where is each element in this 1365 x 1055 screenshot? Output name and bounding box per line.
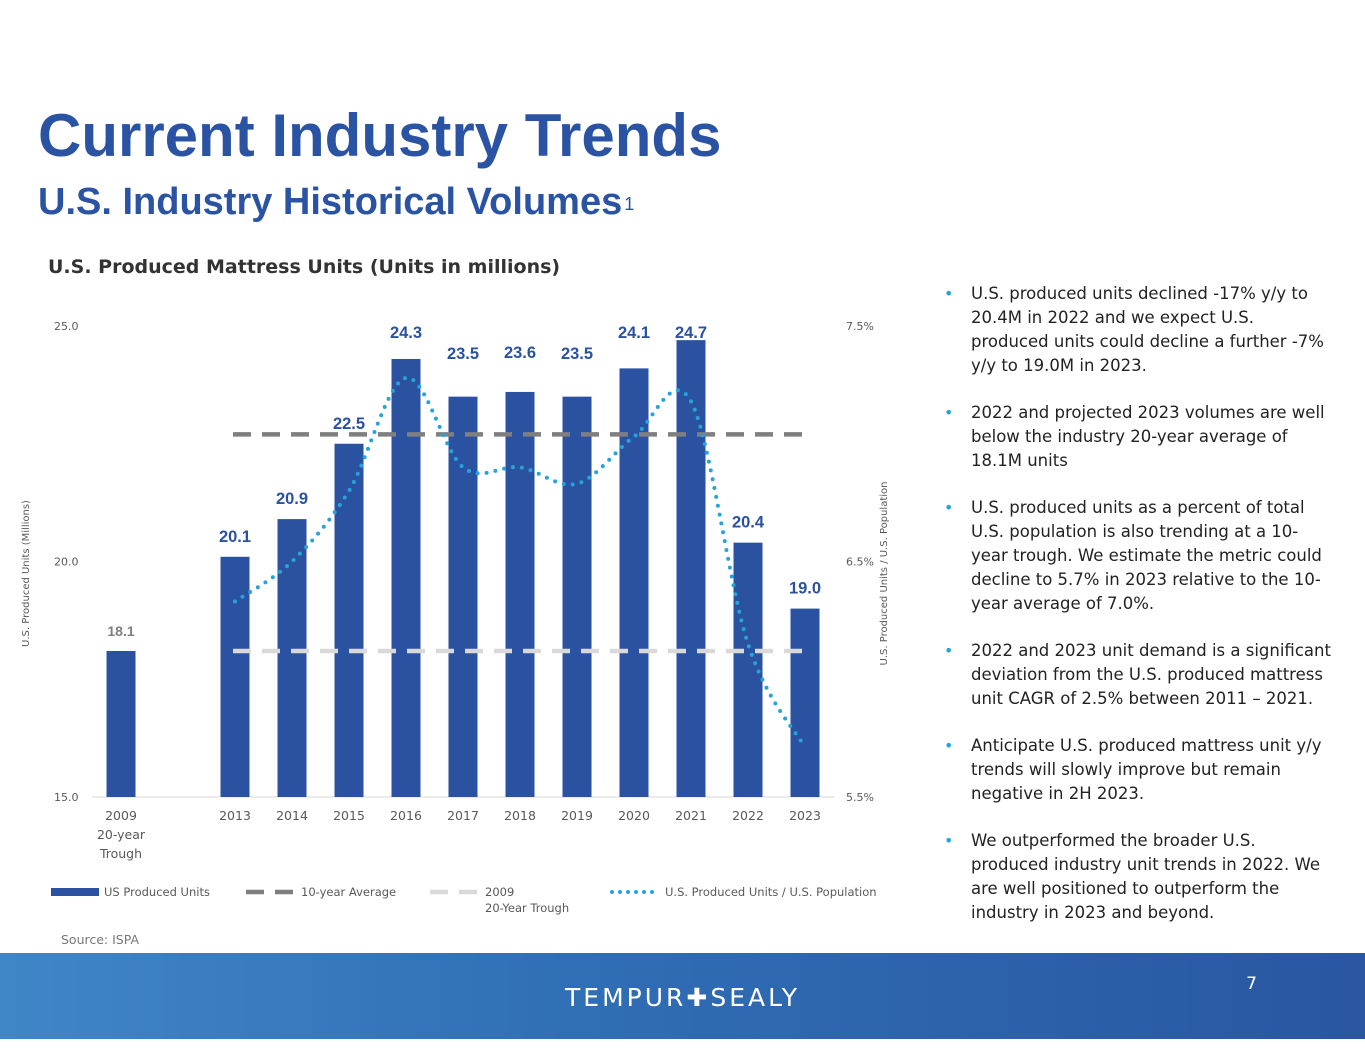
y-tick-label: 15.0	[54, 791, 79, 804]
page-title: Current Industry Trends	[38, 102, 722, 169]
commentary-text: U.S. produced units declined -17% y/y to…	[971, 284, 1324, 375]
bullet-icon: •	[944, 641, 954, 660]
y2-axis-title: U.S. Produced Units / U.S. Population	[879, 482, 890, 666]
bar	[391, 358, 421, 797]
bar	[562, 396, 592, 797]
commentary-item: • We outperformed the broader U.S. produc…	[944, 829, 1334, 925]
data-label: 24.7	[675, 324, 707, 342]
bar	[790, 608, 820, 797]
x-tick-sublabel: 20-year	[97, 827, 146, 842]
x-tick-label: 2009	[105, 808, 137, 823]
bullet-icon: •	[944, 498, 954, 517]
legend-swatch-bars	[51, 888, 99, 896]
x-tick-label: 2020	[618, 808, 650, 823]
commentary-text: Anticipate U.S. produced mattress unit y…	[971, 736, 1322, 803]
bar	[505, 391, 535, 797]
bullet-icon: •	[944, 831, 954, 850]
page-subtitle: U.S. Industry Historical Volumes 1	[38, 176, 634, 228]
y2-tick-label: 5.5%	[846, 791, 874, 804]
x-tick-label: 2015	[333, 808, 365, 823]
legend-label: 20-Year Trough	[485, 901, 569, 915]
data-label: 24.1	[618, 324, 650, 342]
bar	[676, 340, 706, 797]
data-label: 22.5	[333, 415, 365, 433]
commentary-list: • U.S. produced units declined -17% y/y t…	[944, 282, 1334, 948]
industry-volumes-chart: 25.0 20.0 15.0 7.5% 6.5% 5.5% U.S. Produced Un…	[21, 320, 890, 915]
commentary-item: • 2022 and projected 2023 volumes are wel…	[944, 401, 1334, 473]
bar	[277, 519, 307, 797]
x-tick-label: 2022	[732, 808, 764, 823]
bullet-icon: •	[944, 284, 954, 303]
data-label: 20.9	[276, 490, 308, 508]
population-ratio-line	[233, 375, 807, 750]
legend-label: US Produced Units	[104, 885, 210, 899]
commentary-item: • 2022 and 2023 unit demand is a signific…	[944, 639, 1334, 711]
bar	[448, 396, 478, 797]
commentary-item: • Anticipate U.S. produced mattress unit …	[944, 734, 1334, 806]
bullet-icon: •	[944, 403, 954, 422]
y-tick-label: 25.0	[54, 320, 79, 333]
y2-tick-label: 7.5%	[846, 320, 874, 333]
x-tick-label: 2013	[219, 808, 251, 823]
commentary-text: U.S. produced units as a percent of tota…	[971, 498, 1322, 613]
x-tick-label: 2018	[504, 808, 536, 823]
y2-tick-label: 6.5%	[846, 556, 874, 569]
data-label: 20.4	[732, 514, 765, 532]
bar	[733, 542, 763, 797]
bullet-icon: •	[944, 736, 954, 755]
subtitle-text: U.S. Industry Historical Volumes	[38, 181, 623, 223]
footer-bar: TEMPUR✚SEALY 7	[0, 953, 1365, 1039]
data-label: 20.1	[219, 528, 251, 546]
footnote-marker: 1	[624, 194, 635, 214]
x-tick-label: 2021	[675, 808, 707, 823]
x-tick-label: 2017	[447, 808, 479, 823]
data-label: 24.3	[390, 324, 422, 342]
data-label: 23.6	[504, 344, 536, 362]
commentary-item: • U.S. produced units declined -17% y/y t…	[944, 282, 1334, 378]
x-tick-label: 2019	[561, 808, 593, 823]
x-tick-label: 2014	[276, 808, 308, 823]
x-tick-label: 2023	[789, 808, 821, 823]
x-tick-label: 2016	[390, 808, 422, 823]
source-note: Source: ISPA	[61, 932, 140, 947]
chart-title: U.S. Produced Mattress Units (Units in m…	[48, 256, 561, 278]
y-tick-label: 20.0	[54, 556, 79, 569]
bar	[334, 443, 364, 797]
bar	[619, 368, 649, 797]
bar	[220, 556, 250, 797]
page-number: 7	[1246, 974, 1257, 994]
commentary-text: 2022 and 2023 unit demand is a significa…	[971, 641, 1331, 708]
legend-label: 2009	[485, 885, 514, 899]
legend-label: U.S. Produced Units / U.S. Population	[665, 885, 877, 899]
data-label: 23.5	[561, 345, 593, 363]
data-label: 23.5	[447, 345, 479, 363]
data-label: 18.1	[107, 623, 134, 639]
data-label: 19.0	[789, 580, 821, 598]
y-axis-title: U.S. Produced Units (Millions)	[21, 500, 32, 647]
brand-logo: TEMPUR✚SEALY	[565, 983, 800, 1012]
bar	[106, 650, 136, 797]
legend-label: 10-year Average	[301, 885, 396, 899]
commentary-item: • U.S. produced units as a percent of tot…	[944, 496, 1334, 616]
commentary-text: We outperformed the broader U.S. produce…	[971, 831, 1320, 922]
x-tick-sublabel: Trough	[99, 846, 142, 861]
commentary-text: 2022 and projected 2023 volumes are well…	[971, 403, 1325, 470]
